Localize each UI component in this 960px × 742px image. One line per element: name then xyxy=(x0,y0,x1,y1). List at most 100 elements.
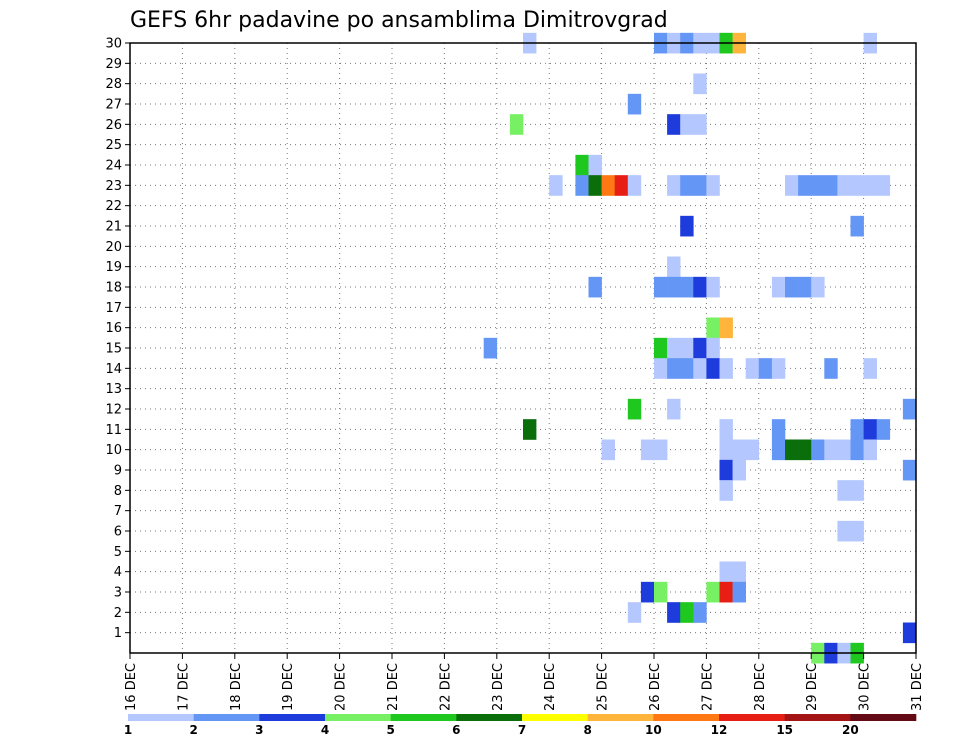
y-tick-label: 4 xyxy=(114,565,122,580)
y-tick-label: 9 xyxy=(114,464,122,479)
heatmap-cell xyxy=(719,581,733,603)
heatmap-cell xyxy=(706,337,720,359)
heatmap-cell xyxy=(837,480,851,501)
heatmap-cell xyxy=(588,276,602,298)
heatmap-cell xyxy=(850,480,864,501)
heatmap-cell xyxy=(863,358,877,379)
heatmap-cell xyxy=(785,276,799,298)
y-tick-label: 7 xyxy=(114,504,122,519)
y-tick-label: 25 xyxy=(105,138,122,153)
colorbar-segment xyxy=(259,714,326,721)
y-tick-label: 22 xyxy=(105,199,122,214)
heatmap-cell xyxy=(785,439,799,461)
y-tick-label: 1 xyxy=(114,626,122,641)
colorbar-label: 1 xyxy=(124,723,132,737)
y-tick-label: 20 xyxy=(105,240,122,255)
y-tick-label: 24 xyxy=(105,159,122,174)
colorbar-label: 6 xyxy=(452,723,460,737)
y-tick-label: 27 xyxy=(105,98,122,113)
colorbar-label: 12 xyxy=(711,723,728,737)
heatmap-cell xyxy=(706,276,720,298)
heatmap-cell xyxy=(732,561,746,583)
y-tick-label: 26 xyxy=(105,118,122,133)
chart-title: GEFS 6hr padavine po ansamblima Dimitrov… xyxy=(130,8,668,33)
heatmap-cell xyxy=(876,175,891,196)
heatmap-cell xyxy=(798,439,812,461)
heatmap-cell xyxy=(863,175,877,196)
heatmap-cell xyxy=(771,419,786,440)
heatmap-cell xyxy=(601,175,615,196)
heatmap-cell xyxy=(824,358,838,379)
heatmap-cell xyxy=(680,602,694,623)
colorbar-segment xyxy=(325,714,391,721)
colorbar-segment xyxy=(587,714,654,721)
heatmap-cell xyxy=(483,337,498,359)
heatmap-cell xyxy=(667,358,681,379)
heatmap-cell xyxy=(680,276,694,298)
heatmap-cell xyxy=(811,276,825,298)
heatmap-cell xyxy=(549,175,563,196)
heatmap-cell xyxy=(693,358,707,379)
y-tick-label: 19 xyxy=(105,260,122,275)
heatmap-cell xyxy=(601,439,615,461)
heatmap-cell xyxy=(667,398,681,420)
heatmap-cell xyxy=(627,602,642,623)
x-tick-label: 19 DEC xyxy=(281,663,296,711)
colorbar-label: 4 xyxy=(321,723,329,737)
heatmap-cell xyxy=(863,439,877,461)
y-tick-label: 30 xyxy=(105,37,122,52)
heatmap-cell xyxy=(732,581,746,603)
x-tick-label: 17 DEC xyxy=(176,663,191,711)
x-tick-label: 27 DEC xyxy=(700,663,715,711)
heatmap-cell xyxy=(693,602,707,623)
x-tick-label: 21 DEC xyxy=(386,663,401,711)
heatmap-cell xyxy=(863,419,877,440)
heatmap-cell xyxy=(654,358,668,379)
y-tick-label: 8 xyxy=(114,484,122,499)
heatmap-cell xyxy=(654,581,668,603)
heatmap-cell xyxy=(654,439,668,461)
colorbar-segment xyxy=(128,714,194,721)
y-tick-label: 18 xyxy=(105,281,122,296)
heatmap-cell xyxy=(667,337,681,359)
heatmap-cell xyxy=(785,175,799,196)
y-tick-label: 5 xyxy=(114,545,122,560)
colorbar-label: 5 xyxy=(386,723,394,737)
x-tick-label: 29 DEC xyxy=(805,663,820,711)
y-tick-label: 2 xyxy=(114,606,122,621)
heatmap-cell xyxy=(523,419,537,440)
colorbar-label: 10 xyxy=(645,723,662,737)
y-tick-label: 6 xyxy=(114,525,122,540)
y-tick-label: 13 xyxy=(105,382,122,397)
heatmap-cell xyxy=(837,520,851,542)
heatmap-cell xyxy=(614,175,629,196)
heatmap-cell xyxy=(575,154,589,176)
heatmap-cell xyxy=(811,439,825,461)
heatmap-cell xyxy=(798,175,812,196)
y-tick-label: 28 xyxy=(105,77,122,92)
cells-layer xyxy=(483,32,917,664)
heatmap-cell xyxy=(745,358,760,379)
y-tick-label: 12 xyxy=(105,403,122,418)
heatmap-cell xyxy=(706,581,720,603)
x-tick-label: 22 DEC xyxy=(438,663,453,711)
heatmap-cell xyxy=(771,439,786,461)
heatmap-cell xyxy=(509,114,524,135)
y-tick-label: 17 xyxy=(105,301,122,316)
colorbar-segment xyxy=(850,714,917,721)
y-tick-label: 14 xyxy=(105,362,122,377)
colorbar-label: 20 xyxy=(842,723,859,737)
heatmap-cell xyxy=(706,358,720,379)
x-tick-label: 31 DEC xyxy=(910,663,925,711)
heatmap-cell xyxy=(719,358,733,379)
heatmap-cell xyxy=(850,439,864,461)
heatmap-cell xyxy=(719,459,733,481)
heatmap-cell xyxy=(745,439,760,461)
x-tick-label: 24 DEC xyxy=(543,663,558,711)
heatmap-cell xyxy=(667,602,681,623)
heatmap-cell xyxy=(667,256,681,278)
heatmap-cell xyxy=(627,175,642,196)
colorbar-segment xyxy=(390,714,457,721)
heatmap-cell xyxy=(654,276,668,298)
